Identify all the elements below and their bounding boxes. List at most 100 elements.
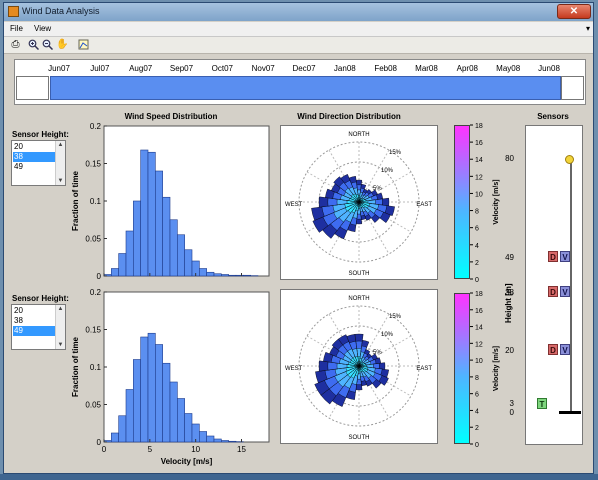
height-tick: 3 <box>509 399 514 408</box>
histogram-bar <box>228 274 237 277</box>
wind-rose-top: NORTH SOUTH EAST WEST 5% 10% 15% <box>280 125 438 280</box>
histogram-bar <box>162 196 171 277</box>
colorbar-tick-label: 10 <box>475 358 483 365</box>
timeline-month-label: Feb08 <box>374 64 397 73</box>
y-tick-label: 0.2 <box>90 122 102 131</box>
timeline-month-label: Sep07 <box>169 64 194 73</box>
histogram-bar <box>125 389 134 443</box>
data-cursor-icon[interactable] <box>78 39 89 50</box>
list-item[interactable]: 20 <box>14 142 23 151</box>
scroll-down-icon[interactable]: ▼ <box>57 342 64 348</box>
y-tick-label: 0 <box>97 438 102 447</box>
mast-base <box>559 411 581 414</box>
velocity-colorbar-top <box>454 125 470 279</box>
temperature-sensor[interactable]: T <box>537 398 547 409</box>
y-tick-label: 0.1 <box>90 197 102 206</box>
timeline-month-label: Jun08 <box>538 64 560 73</box>
colorbar-tick-label: 4 <box>475 243 479 250</box>
timeline-month-label: Jan08 <box>333 64 356 73</box>
taskbar <box>0 474 598 480</box>
zoom-out-icon[interactable] <box>42 39 54 51</box>
list-item-selected[interactable]: 38 <box>13 152 55 162</box>
list-item[interactable]: 49 <box>14 162 23 171</box>
list-scrollbar[interactable]: ▲ ▼ <box>55 305 65 349</box>
colorbar-label: Velocity [m/s] <box>493 179 500 224</box>
histogram-bar <box>235 274 244 277</box>
sensor-height-list-2[interactable]: 20 38 49 ▲ ▼ <box>11 304 66 350</box>
direction-sensor-49[interactable]: D <box>548 251 558 262</box>
menu-view[interactable]: View <box>34 24 52 33</box>
menu-file[interactable]: File <box>10 24 23 33</box>
menu-bar: File View ▾ <box>4 22 593 37</box>
histogram-bar <box>133 359 141 443</box>
colorbar-tick-label: 16 <box>475 140 483 147</box>
histogram-bar <box>155 170 163 277</box>
y-tick-label: 0 <box>97 272 102 281</box>
scroll-up-icon[interactable]: ▲ <box>57 142 64 148</box>
rose-west-label: WEST <box>285 366 303 372</box>
colorbar-ticks-top: 0 2 4 6 8 10 12 14 16 18 Velocity [m/s] <box>470 123 500 283</box>
histogram-bar <box>162 362 171 443</box>
colorbar-tick-label: 2 <box>475 425 479 432</box>
zoom-in-icon[interactable] <box>28 39 40 51</box>
height-tick: 0 <box>509 408 514 417</box>
y-tick-label: 0.1 <box>90 363 102 372</box>
list-item-selected[interactable]: 49 <box>13 326 55 336</box>
colorbar-tick-label: 18 <box>475 123 483 130</box>
y-tick-label: 0.05 <box>85 235 101 244</box>
histogram-bar <box>206 271 215 277</box>
scroll-up-icon[interactable]: ▲ <box>57 306 64 312</box>
direction-sensor-20[interactable]: D <box>548 344 558 355</box>
histogram-bar <box>221 440 229 443</box>
list-scrollbar[interactable]: ▲ ▼ <box>55 141 65 185</box>
sensor-height-list-1[interactable]: 20 38 49 ▲ ▼ <box>11 140 66 186</box>
velocity-sensor-20[interactable]: V <box>560 344 570 355</box>
rose-ring-label: 15% <box>389 150 402 156</box>
y-tick-label: 0.05 <box>85 401 101 410</box>
app-window: Wind Data Analysis ✕ File View ▾ ⎙ ✋ Jun… <box>3 2 594 474</box>
range-start-handle[interactable] <box>16 76 49 100</box>
pan-icon[interactable]: ✋ <box>56 39 69 50</box>
y-axis-label: Fraction of time <box>71 336 80 397</box>
timeline-month-label: May08 <box>496 64 521 73</box>
mast-top-marker[interactable] <box>565 155 574 164</box>
direction-sensor-38[interactable]: D <box>548 286 558 297</box>
histogram-bar <box>184 413 193 443</box>
timeline-month-label: Jun07 <box>48 64 70 73</box>
rose-wedge <box>355 194 360 203</box>
list-item[interactable]: 38 <box>14 316 23 325</box>
histogram-bar <box>221 274 229 277</box>
speed-histogram-top: 0 0.05 0.1 0.15 0.2 Fraction of time <box>71 122 270 281</box>
y-tick-label: 0.2 <box>90 288 102 297</box>
colorbar-tick-label: 16 <box>475 308 483 315</box>
time-range-selector[interactable]: Jun07 Jul07 Aug07 Sep07 Oct07 Nov07 Dec07 Jan08… <box>14 59 586 105</box>
range-end-handle[interactable] <box>561 76 584 100</box>
height-tick: 20 <box>505 346 514 355</box>
close-button[interactable]: ✕ <box>557 4 591 19</box>
menu-overflow-icon[interactable]: ▾ <box>585 24 590 33</box>
height-axis-label: Height [m] <box>504 283 513 323</box>
timeline-month-label: Oct07 <box>211 64 233 73</box>
velocity-sensor-49[interactable]: V <box>560 251 570 262</box>
histogram-bar <box>177 398 185 443</box>
sensors-panel: D V D V D V T <box>525 125 583 445</box>
rose-north-label: NORTH <box>348 132 369 138</box>
height-tick: 38 <box>505 288 514 297</box>
colorbar-tick-label: 8 <box>475 209 479 216</box>
rose-south-label: SOUTH <box>349 435 370 441</box>
scroll-down-icon[interactable]: ▼ <box>57 178 64 184</box>
title-bar[interactable]: Wind Data Analysis ✕ <box>4 3 593 21</box>
selected-range-bar[interactable] <box>50 76 561 100</box>
histogram-bar <box>111 432 119 443</box>
print-icon[interactable]: ⎙ <box>11 39 20 50</box>
x-tick-label: 5 <box>148 445 153 454</box>
rose-east-label: EAST <box>416 366 432 372</box>
histogram-bar <box>199 268 207 277</box>
colorbar-tick-label: 12 <box>475 341 483 348</box>
list-item[interactable]: 20 <box>14 306 23 315</box>
histogram-bar <box>155 344 163 443</box>
y-axis-label: Fraction of time <box>71 170 80 231</box>
velocity-sensor-38[interactable]: V <box>560 286 570 297</box>
colorbar-tick-label: 0 <box>475 442 479 449</box>
rose-east-label: EAST <box>416 202 432 208</box>
